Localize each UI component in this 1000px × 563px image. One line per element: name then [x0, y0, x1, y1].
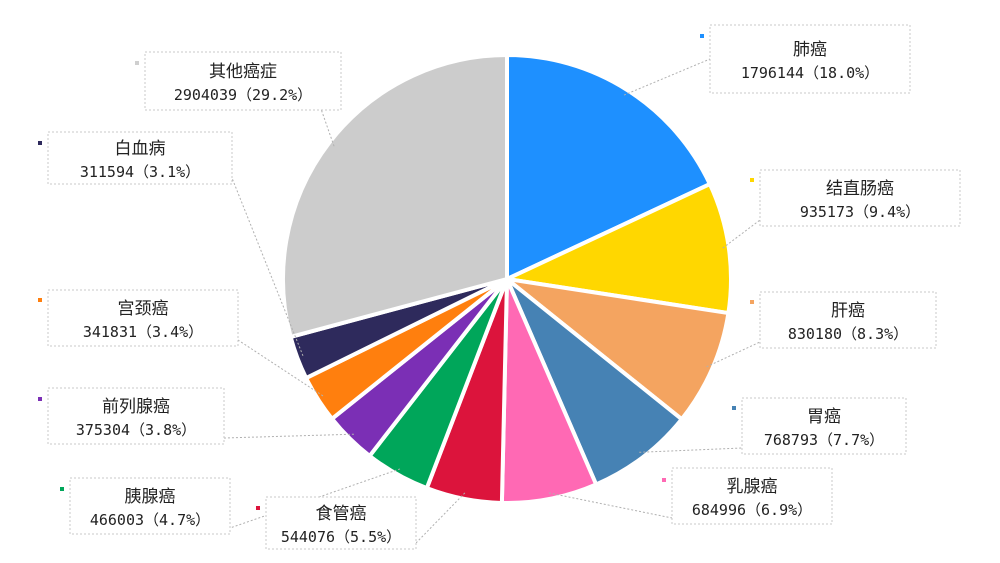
slice-name-label: 胰腺癌	[125, 487, 176, 507]
slice-value-label: 2904039（29.2%）	[174, 86, 312, 104]
slice-label: 乳腺癌 684996（6.9%）	[662, 467, 833, 525]
slice-label: 食管癌 544076（5.5%）	[256, 496, 417, 550]
pie-slice	[505, 53, 712, 281]
legend-marker	[38, 397, 42, 401]
slice-name-label: 宫颈癌	[118, 299, 169, 319]
label-box	[47, 289, 239, 347]
slice-name-label: 肺癌	[793, 40, 827, 60]
slice-value-label: 466003（4.7%）	[90, 511, 210, 529]
slice-label: 肺癌 1796144（18.0%）	[700, 24, 911, 94]
slice-label: 其他癌症 2904039（29.2%）	[135, 51, 342, 111]
slice-value-label: 311594（3.1%）	[80, 163, 200, 181]
legend-marker	[38, 141, 42, 145]
slice-value-label: 830180（8.3%）	[788, 325, 908, 343]
slice-value-label: 1796144（18.0%）	[741, 64, 879, 82]
leader-line	[237, 339, 324, 397]
legend-marker	[662, 478, 666, 482]
label-box	[709, 24, 911, 94]
leader-line	[639, 447, 743, 453]
legend-marker	[256, 506, 260, 510]
label-box	[47, 131, 233, 185]
leader-line	[320, 109, 335, 147]
slice-value-label: 935173（9.4%）	[800, 203, 920, 221]
slice-value-label: 544076（5.5%）	[281, 528, 401, 546]
leader-line	[623, 58, 711, 96]
slice-label: 前列腺癌 375304（3.8%）	[38, 387, 225, 445]
leader-line	[223, 433, 354, 439]
slice-value-label: 684996（6.9%）	[692, 501, 812, 519]
leader-line	[706, 341, 761, 368]
legend-marker	[135, 61, 139, 65]
label-box	[759, 291, 937, 349]
slice-name-label: 肝癌	[831, 301, 865, 321]
pie-slices	[281, 53, 733, 505]
slice-value-label: 341831（3.4%）	[83, 323, 203, 341]
label-box	[47, 387, 225, 445]
pie-slice	[281, 53, 509, 339]
legend-marker	[38, 298, 42, 302]
legend-marker	[750, 178, 754, 182]
leader-line	[548, 492, 673, 519]
legend-marker	[732, 406, 736, 410]
label-box	[144, 51, 342, 111]
legend-marker	[750, 300, 754, 304]
legend-marker	[700, 34, 704, 38]
label-box	[741, 397, 907, 455]
leader-line	[415, 492, 466, 544]
slice-name-label: 食管癌	[316, 504, 367, 524]
pie-slice	[505, 182, 733, 316]
slice-name-label: 白血病	[115, 139, 166, 159]
label-box	[671, 467, 833, 525]
slice-label: 白血病 311594（3.1%）	[38, 131, 233, 185]
pie-slice	[505, 277, 684, 487]
label-box	[69, 477, 231, 535]
slice-name-label: 胃癌	[807, 407, 841, 427]
slice-value-label: 768793（7.7%）	[764, 431, 884, 449]
slice-label: 胰腺癌 466003（4.7%）	[60, 477, 231, 535]
label-box	[265, 496, 417, 550]
slice-name-label: 其他癌症	[209, 62, 277, 82]
legend-marker	[60, 487, 64, 491]
slice-name-label: 结直肠癌	[826, 179, 894, 199]
slice-name-label: 乳腺癌	[727, 477, 778, 497]
slice-label: 胃癌 768793（7.7%）	[732, 397, 907, 455]
label-box	[759, 169, 961, 227]
slice-label: 宫颈癌 341831（3.4%）	[38, 289, 239, 347]
slice-value-label: 375304（3.8%）	[76, 421, 196, 439]
slice-labels: 肺癌 1796144（18.0%） 结直肠癌 935173（9.4%） 肝癌 830180…	[38, 24, 961, 550]
slice-label: 结直肠癌 935173（9.4%）	[750, 169, 961, 227]
slice-label: 肝癌 830180（8.3%）	[750, 291, 937, 349]
slice-name-label: 前列腺癌	[102, 397, 170, 417]
pie-slice	[505, 277, 731, 422]
